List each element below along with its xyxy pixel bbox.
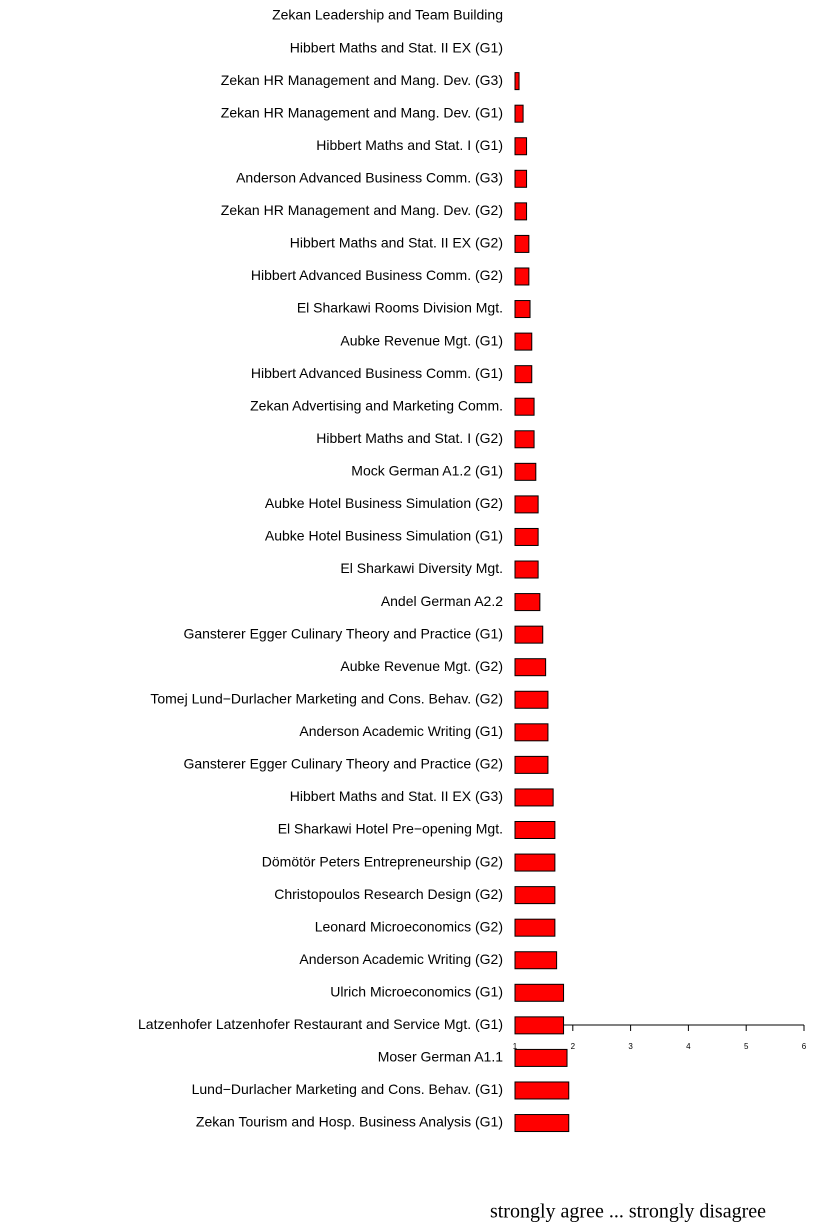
x-tick-label: 1 (513, 1042, 518, 1051)
category-label: Zekan HR Management and Mang. Dev. (G3) (221, 72, 503, 88)
bar (514, 202, 528, 221)
x-axis-label: strongly agree ... strongly disagree (490, 1201, 766, 1223)
bar (514, 397, 535, 416)
category-label: Zekan Leadership and Team Building (272, 7, 503, 23)
category-label: Hibbert Advanced Business Comm. (G1) (251, 365, 503, 381)
category-label: Zekan Tourism and Hosp. Business Analysi… (196, 1114, 503, 1130)
x-tick-label: 5 (744, 1042, 749, 1051)
x-tick-label: 6 (802, 1042, 807, 1051)
bar (514, 1016, 565, 1035)
category-label: Zekan HR Management and Mang. Dev. (G1) (221, 104, 503, 120)
bar (514, 1081, 570, 1100)
bar (514, 365, 533, 384)
bar (514, 332, 533, 351)
x-tick-label: 3 (628, 1042, 633, 1051)
category-label: Anderson Academic Writing (G2) (299, 951, 503, 967)
bar (514, 625, 544, 644)
bar (514, 430, 535, 449)
x-tick-label: 4 (686, 1042, 691, 1051)
bar (514, 886, 556, 905)
bar (514, 918, 556, 937)
bar (514, 951, 558, 970)
x-tick-label: 2 (571, 1042, 576, 1051)
category-label: Tomej Lund−Durlacher Marketing and Cons.… (150, 690, 503, 706)
category-label: Aubke Revenue Mgt. (G1) (340, 332, 503, 348)
bar (514, 169, 528, 188)
bar (514, 853, 556, 872)
category-label: Zekan HR Management and Mang. Dev. (G2) (221, 202, 503, 218)
bar (514, 495, 539, 514)
bar (514, 755, 549, 774)
bar (514, 527, 539, 546)
category-label: Hibbert Maths and Stat. II EX (G3) (290, 788, 503, 804)
category-label: Leonard Microeconomics (G2) (315, 918, 503, 934)
category-label: Gansterer Egger Culinary Theory and Prac… (183, 756, 503, 772)
category-label: Hibbert Maths and Stat. II EX (G2) (290, 235, 503, 251)
category-label: El Sharkawi Hotel Pre−opening Mgt. (278, 821, 503, 837)
category-label: Aubke Hotel Business Simulation (G1) (265, 528, 503, 544)
category-label: Christopoulos Research Design (G2) (274, 886, 503, 902)
bar (514, 462, 537, 481)
category-label: Anderson Advanced Business Comm. (G3) (236, 170, 503, 186)
bar (514, 1048, 568, 1067)
category-label: Andel German A2.2 (381, 593, 503, 609)
category-label: Latzenhofer Latzenhofer Restaurant and S… (138, 1016, 503, 1032)
bar (514, 234, 530, 253)
bar (514, 560, 539, 579)
bar (514, 983, 565, 1002)
bar (514, 1114, 570, 1133)
category-label: Mock German A1.2 (G1) (351, 463, 503, 479)
category-label: Hibbert Maths and Stat. I (G2) (316, 430, 503, 446)
bar (514, 723, 549, 742)
bar (514, 104, 524, 123)
category-label: Ulrich Microeconomics (G1) (330, 984, 503, 1000)
bar (514, 821, 556, 839)
category-label: Hibbert Maths and Stat. II EX (G1) (290, 39, 503, 55)
category-label: Aubke Hotel Business Simulation (G2) (265, 495, 503, 511)
category-label: Aubke Revenue Mgt. (G2) (340, 658, 503, 674)
bar (514, 690, 549, 709)
bar (514, 593, 541, 612)
bar (514, 72, 520, 91)
bar (514, 788, 554, 807)
category-label: Lund−Durlacher Marketing and Cons. Behav… (192, 1081, 503, 1097)
category-label: El Sharkawi Diversity Mgt. (340, 560, 503, 576)
category-label: Dömötör Peters Entrepreneurship (G2) (262, 853, 503, 869)
bar (514, 267, 530, 286)
bar (514, 137, 528, 156)
category-label: Anderson Academic Writing (G1) (299, 723, 503, 739)
category-label: Hibbert Maths and Stat. I (G1) (316, 137, 503, 153)
category-label: Zekan Advertising and Marketing Comm. (250, 397, 503, 413)
category-label: Gansterer Egger Culinary Theory and Prac… (183, 625, 503, 641)
category-label: Hibbert Advanced Business Comm. (G2) (251, 267, 503, 283)
category-label: Moser German A1.1 (378, 1049, 503, 1065)
bar (514, 658, 547, 677)
category-label: El Sharkawi Rooms Division Mgt. (297, 300, 503, 316)
bar (514, 300, 531, 319)
